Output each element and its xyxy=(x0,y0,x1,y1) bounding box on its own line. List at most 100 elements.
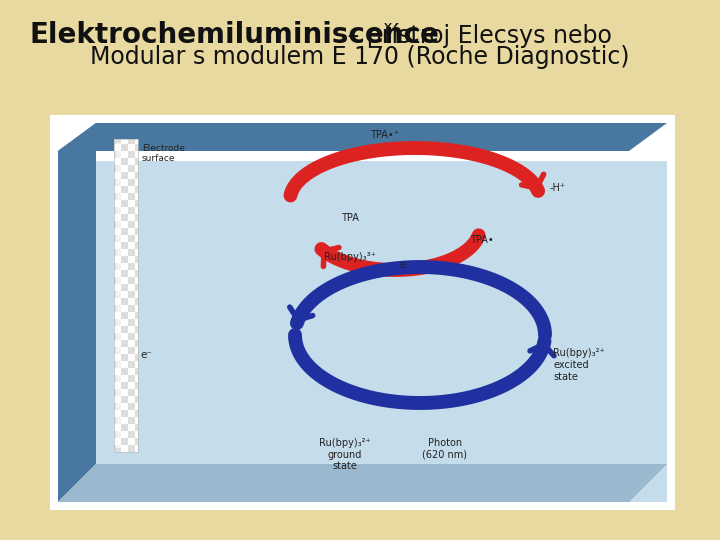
Bar xyxy=(135,235,138,242)
Bar xyxy=(121,172,128,179)
Bar xyxy=(128,403,135,410)
Bar xyxy=(121,284,128,291)
Bar xyxy=(121,256,128,263)
Bar xyxy=(114,375,121,382)
Bar xyxy=(121,200,128,207)
Bar xyxy=(128,172,135,179)
Bar xyxy=(128,417,135,424)
Bar xyxy=(121,207,128,214)
Bar xyxy=(135,242,138,249)
Bar xyxy=(114,139,121,144)
Bar xyxy=(116,143,121,448)
Bar xyxy=(114,284,121,291)
Text: e⁻: e⁻ xyxy=(400,260,410,270)
Text: Ru(bpy)₃³⁺: Ru(bpy)₃³⁺ xyxy=(324,252,376,262)
Bar xyxy=(121,333,128,340)
Bar xyxy=(128,375,135,382)
Bar xyxy=(128,312,135,319)
Bar xyxy=(128,214,135,221)
Bar xyxy=(135,445,138,452)
Bar xyxy=(128,438,135,445)
Bar xyxy=(128,326,135,333)
Bar xyxy=(128,158,135,165)
Bar xyxy=(128,242,135,249)
Bar xyxy=(135,151,138,158)
Bar xyxy=(121,139,128,144)
Bar xyxy=(121,312,128,319)
Bar xyxy=(114,228,121,235)
Bar xyxy=(114,193,121,200)
Bar xyxy=(135,396,138,403)
Bar xyxy=(121,179,128,186)
Bar xyxy=(114,249,121,256)
Bar xyxy=(121,214,128,221)
Bar xyxy=(121,249,128,256)
Bar xyxy=(135,340,138,347)
Bar xyxy=(114,214,121,221)
Bar xyxy=(135,263,138,270)
Bar xyxy=(96,161,667,502)
Bar xyxy=(135,298,138,305)
Bar xyxy=(114,403,121,410)
Bar xyxy=(135,354,138,361)
Bar xyxy=(135,368,138,375)
Bar xyxy=(128,368,135,375)
Bar xyxy=(114,396,121,403)
Bar xyxy=(135,144,138,151)
Bar xyxy=(50,115,675,510)
Bar xyxy=(128,270,135,277)
Bar xyxy=(121,242,128,249)
Bar xyxy=(135,410,138,417)
Bar xyxy=(114,139,138,452)
Bar xyxy=(114,151,121,158)
Bar xyxy=(114,382,121,389)
Bar xyxy=(128,207,135,214)
Bar xyxy=(128,228,135,235)
Bar xyxy=(114,305,121,312)
Bar xyxy=(121,165,128,172)
Bar xyxy=(135,382,138,389)
Bar xyxy=(121,270,128,277)
Bar xyxy=(114,410,121,417)
Bar xyxy=(121,263,128,270)
Bar xyxy=(121,235,128,242)
Bar xyxy=(135,207,138,214)
Bar xyxy=(121,151,128,158)
Text: Photon
(620 nm): Photon (620 nm) xyxy=(423,438,467,460)
Text: TPA•⁺: TPA•⁺ xyxy=(371,130,400,140)
Bar xyxy=(121,382,128,389)
Bar xyxy=(114,333,121,340)
Bar xyxy=(135,214,138,221)
Bar xyxy=(114,165,121,172)
Bar xyxy=(121,158,128,165)
Bar xyxy=(128,333,135,340)
Text: Ru(bpy)₃²⁺
ground
state: Ru(bpy)₃²⁺ ground state xyxy=(319,438,371,471)
Bar xyxy=(114,207,121,214)
Bar xyxy=(114,354,121,361)
Bar xyxy=(114,417,121,424)
Bar xyxy=(114,445,121,452)
Bar xyxy=(135,375,138,382)
Bar xyxy=(121,298,128,305)
Bar xyxy=(128,319,135,326)
Bar xyxy=(121,403,128,410)
Bar xyxy=(128,354,135,361)
Bar xyxy=(121,438,128,445)
Bar xyxy=(128,396,135,403)
Bar xyxy=(121,410,128,417)
Bar xyxy=(135,319,138,326)
Bar xyxy=(114,347,121,354)
Bar xyxy=(128,445,135,452)
Bar xyxy=(121,144,128,151)
Polygon shape xyxy=(58,123,667,151)
Bar xyxy=(121,445,128,452)
Polygon shape xyxy=(58,123,96,502)
Bar xyxy=(128,139,135,144)
Bar xyxy=(114,158,121,165)
Bar xyxy=(114,186,121,193)
Bar xyxy=(128,221,135,228)
Bar xyxy=(128,144,135,151)
Bar xyxy=(135,249,138,256)
Bar xyxy=(114,172,121,179)
Bar xyxy=(135,256,138,263)
